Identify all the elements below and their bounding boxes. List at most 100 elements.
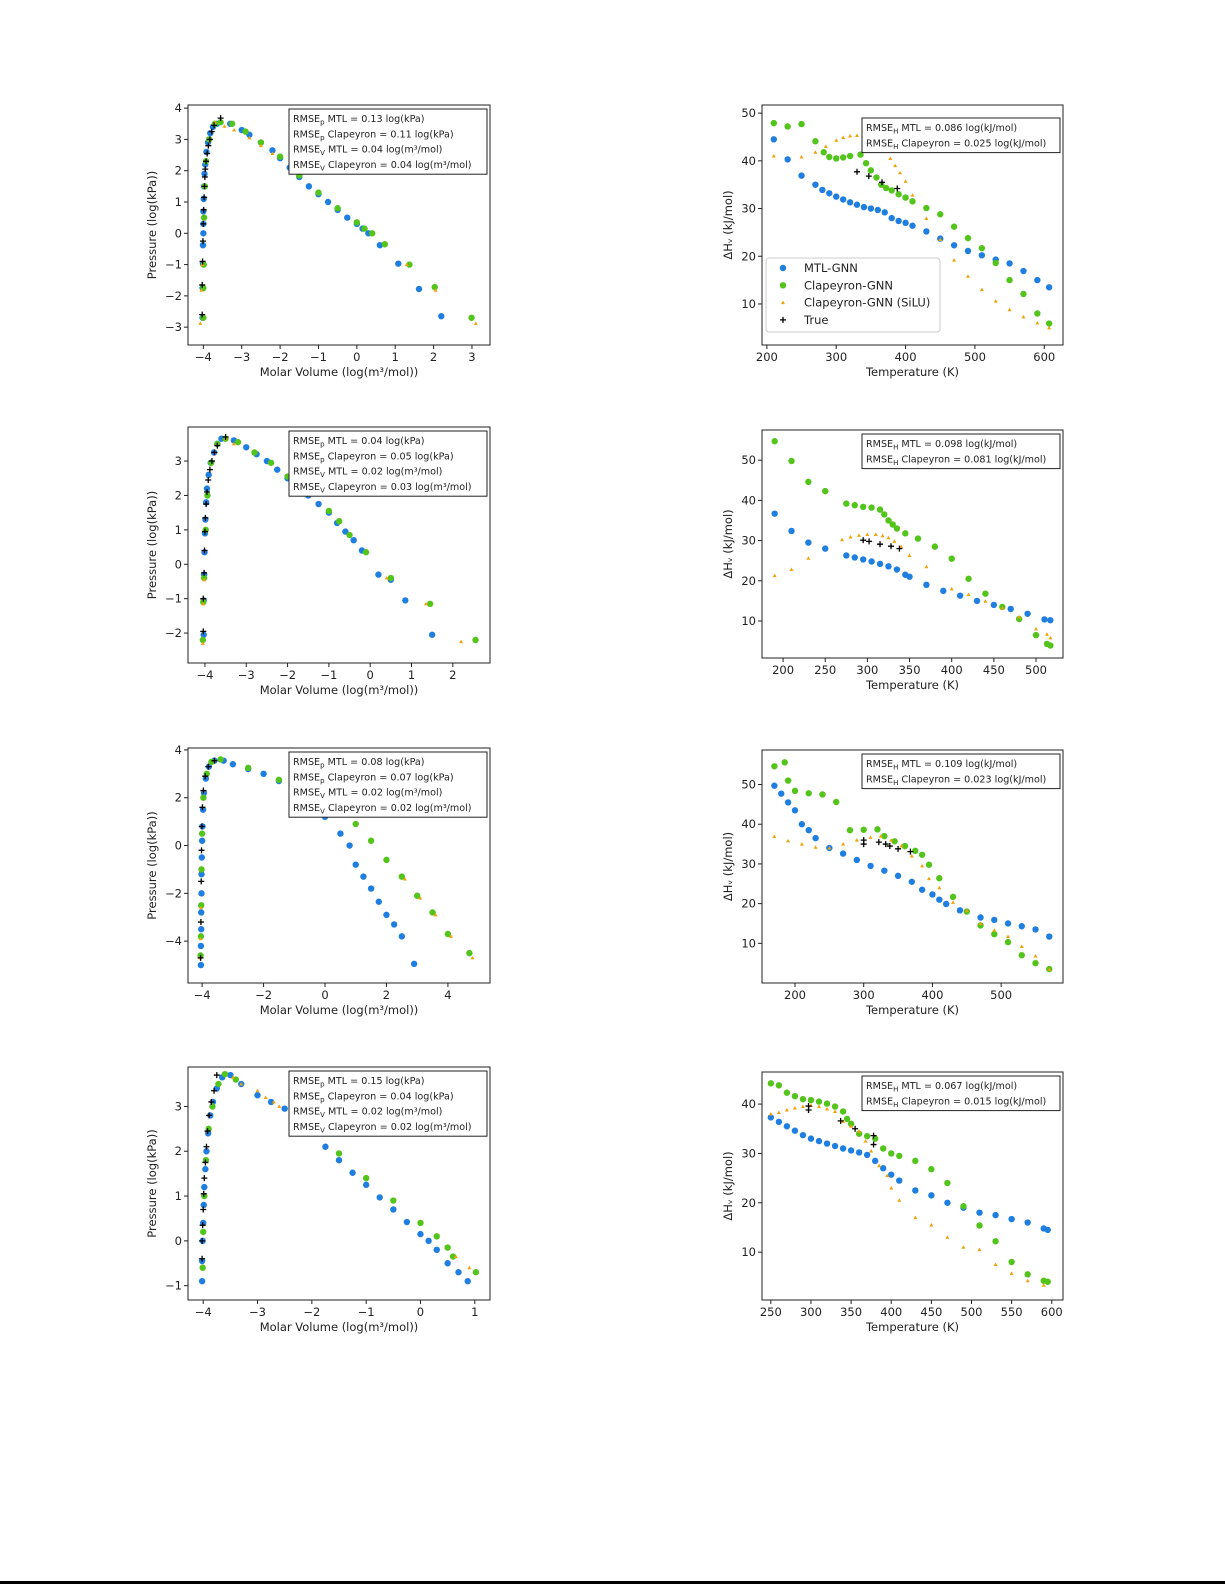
x-tick-label: −4 [194, 988, 211, 1002]
clapeyron-silu-point [841, 842, 846, 846]
clapeyron-gnn-point [1006, 276, 1013, 284]
clapeyron-gnn-point [914, 535, 922, 542]
clapeyron-silu-point [979, 287, 984, 292]
mtl-gnn-point [805, 539, 812, 546]
y-tick-label: 3 [175, 132, 182, 146]
chart-4: 200 250 300 350 400 450 500 10 20 30 40 50 Temperatu… [721, 429, 1064, 692]
y-axis-label: ΔHᵥ (kJ/mol) [721, 832, 735, 901]
mtl-gnn-point [315, 500, 322, 508]
clapeyron-silu-point [1044, 632, 1049, 636]
mtl-gnn-point [851, 554, 858, 561]
mtl-gnn-point [826, 190, 833, 197]
mtl-gnn-point [1024, 610, 1031, 617]
clapeyron-gnn-point [449, 1253, 457, 1260]
rmse-annotation-box [861, 433, 1061, 470]
y-tick-label: 30 [741, 1146, 756, 1160]
y-tick-label: 3 [175, 454, 182, 468]
rmse-annotation-box [861, 1075, 1061, 1112]
mtl-gnn-point [771, 510, 778, 517]
mtl-gnn-point [929, 891, 936, 898]
mtl-gnn-point [853, 856, 861, 864]
mtl-gnn-point [198, 909, 205, 916]
mtl-gnn-point [197, 961, 205, 969]
y-tick-label: 20 [741, 574, 756, 588]
clapeyron-silu-point [907, 553, 912, 557]
mtl-gnn-point [1034, 276, 1041, 284]
mtl-gnn-point [956, 592, 964, 599]
clapeyron-gnn-point [383, 856, 390, 864]
mtl-gnn-point [205, 471, 212, 479]
y-axis-label: Pressure (log(kPa)) [145, 171, 159, 279]
x-axis-label: Temperature (K) [865, 1320, 959, 1334]
true-point [211, 449, 218, 456]
clapeyron-silu-point [913, 1215, 918, 1220]
clapeyron-silu-point [198, 905, 203, 910]
series-true [860, 537, 903, 552]
clapeyron-gnn-point [936, 875, 943, 882]
clapeyron-silu-point [806, 556, 811, 560]
mtl-gnn-point [942, 900, 950, 908]
plot-frame [187, 1066, 491, 1301]
clapeyron-gnn-point [1018, 952, 1025, 959]
clapeyron-gnn-point [889, 521, 896, 528]
rmse-annotation-line: RMSEp MTL = 0.13 log(kPa) [293, 114, 425, 127]
true-point [201, 569, 208, 576]
clapeyron-gnn-point [867, 167, 875, 174]
clapeyron-silu-point [771, 154, 776, 158]
x-tick-label: 0 [321, 988, 328, 1002]
mtl-gnn-point [770, 136, 777, 143]
mtl-gnn-point [305, 183, 313, 190]
x-tick-label: 600 [1041, 1305, 1063, 1319]
mtl-gnn-point [417, 1230, 424, 1238]
rmse-subscript: V [320, 792, 325, 800]
x-axis-label: Molar Volume (log(m³/mol)) [260, 365, 419, 379]
rmse-label: RMSE [293, 160, 320, 171]
true-point [204, 150, 211, 157]
rmse-annotation-line: RMSEV Clapeyron = 0.04 log(m³/mol) [293, 160, 472, 173]
clapeyron-gnn-point [767, 1080, 775, 1087]
rmse-label: RMSE [293, 436, 320, 447]
clapeyron-gnn-point [783, 1089, 791, 1096]
x-axis-label: Temperature (K) [865, 1003, 959, 1017]
plot-frame [761, 749, 1064, 984]
rmse-annotation-line: RMSEp MTL = 0.04 log(kPa) [293, 436, 425, 449]
clapeyron-gnn-point [315, 189, 322, 196]
clapeyron-gnn-point [346, 531, 353, 539]
clapeyron-gnn-point [960, 1203, 967, 1210]
clapeyron-silu-point [897, 1198, 902, 1202]
clapeyron-gnn-point [805, 790, 812, 797]
mtl-gnn-point [425, 1237, 432, 1245]
clapeyron-silu-point [772, 573, 777, 578]
rmse-label: RMSE [866, 1096, 893, 1107]
plot-frame [187, 104, 491, 346]
x-tick-label: 2 [449, 668, 456, 682]
legend-box [765, 257, 941, 333]
clapeyron-gnn-point [398, 873, 406, 880]
mtl-gnn-point [888, 1171, 895, 1178]
legend-entry: Clapeyron-GNN (SiLU) [804, 296, 930, 310]
x-tick-label: −2 [303, 1305, 320, 1319]
true-point [870, 1141, 877, 1148]
y-tick-label: −4 [165, 934, 182, 948]
clapeyron-gnn-point [228, 120, 236, 127]
x-tick-label: −1 [320, 668, 337, 682]
true-point [211, 122, 218, 129]
mtl-gnn-point [200, 230, 207, 237]
clapeyron-gnn-point [976, 1222, 983, 1229]
clapeyron-gnn-point [912, 847, 919, 855]
clapeyron-silu-point [1000, 606, 1005, 610]
mtl-gnn-point [894, 872, 902, 880]
true-point [202, 1159, 209, 1166]
mtl-gnn-point [928, 1192, 935, 1199]
rmse-label: RMSE [866, 123, 893, 134]
mtl-gnn-point [398, 933, 406, 940]
mtl-gnn-point [415, 285, 423, 293]
true-point [199, 238, 206, 245]
clapeyron-silu-point [202, 577, 207, 582]
rmse-value: MTL = 0.04 log(kPa) [325, 436, 425, 447]
clapeyron-gnn-point [208, 758, 215, 766]
y-axis-label: Pressure (log(kPa)) [145, 811, 159, 919]
clapeyron-gnn-point [923, 204, 930, 212]
mtl-gnn-point [839, 1145, 847, 1152]
